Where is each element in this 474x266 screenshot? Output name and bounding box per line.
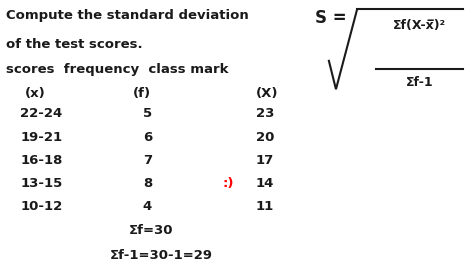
Text: (X): (X): [256, 87, 278, 100]
Text: 7: 7: [143, 154, 152, 167]
Text: (x): (x): [25, 87, 46, 100]
Text: of the test scores.: of the test scores.: [6, 38, 143, 51]
Text: 13-15: 13-15: [20, 177, 63, 190]
Text: scores  frequency  class mark: scores frequency class mark: [6, 63, 228, 76]
Text: (f): (f): [133, 87, 152, 100]
Text: 20: 20: [256, 131, 274, 144]
Text: 8: 8: [143, 177, 152, 190]
Text: 5: 5: [143, 107, 152, 120]
Text: 22-24: 22-24: [20, 107, 63, 120]
Text: 19-21: 19-21: [20, 131, 63, 144]
Text: S =: S =: [315, 9, 346, 27]
Text: Σf-1=30-1=29: Σf-1=30-1=29: [110, 250, 213, 263]
Text: 6: 6: [143, 131, 152, 144]
Text: 23: 23: [256, 107, 274, 120]
Text: 11: 11: [256, 200, 274, 213]
Text: Compute the standard deviation: Compute the standard deviation: [6, 9, 249, 22]
Text: 16-18: 16-18: [20, 154, 63, 167]
Text: Σf-1: Σf-1: [406, 76, 433, 89]
Text: 10-12: 10-12: [20, 200, 63, 213]
Text: 4: 4: [143, 200, 152, 213]
Text: :): :): [223, 177, 234, 190]
Text: 14: 14: [256, 177, 274, 190]
Text: Σf(X-x̅)²: Σf(X-x̅)²: [393, 19, 446, 32]
Text: 17: 17: [256, 154, 274, 167]
Text: Σf=30: Σf=30: [128, 224, 173, 237]
